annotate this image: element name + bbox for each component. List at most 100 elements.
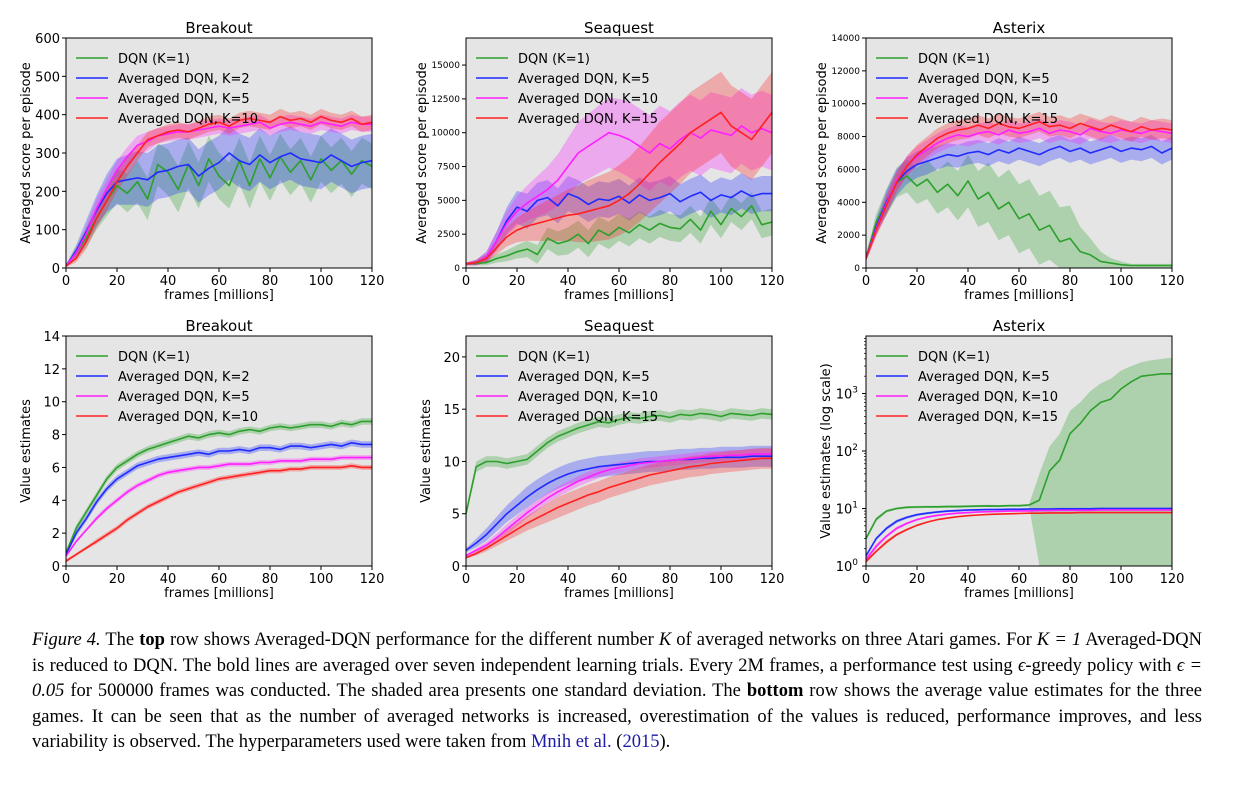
series-line-1 bbox=[466, 190, 772, 265]
y-tick-label: 0 bbox=[454, 264, 460, 274]
legend: DQN (K=1) Averaged DQN, K=5 Averaged DQN, … bbox=[476, 52, 658, 127]
y-axis-label: Value estimates bbox=[19, 399, 34, 503]
y-axis-label: Value estimates (log scale) bbox=[819, 363, 834, 539]
legend-label: Averaged DQN, K=2 bbox=[118, 72, 250, 87]
y-tick-label: 2000 bbox=[837, 231, 860, 241]
std-band-2 bbox=[66, 455, 372, 558]
chart-title: Asterix bbox=[993, 19, 1046, 37]
x-tick-label: 100 bbox=[709, 274, 734, 289]
chart-breakout-score: Breakout 0 20 40 60 80 100 120 frames [millions]… bbox=[19, 19, 384, 303]
series-line-3 bbox=[866, 121, 1172, 259]
series-line-2 bbox=[66, 456, 372, 557]
y-tick-label: 100 bbox=[35, 224, 60, 239]
x-tick-label: 80 bbox=[662, 274, 679, 289]
x-tick-label: 100 bbox=[309, 274, 334, 289]
plot-background bbox=[466, 336, 772, 566]
x-tick-label: 0 bbox=[862, 274, 870, 289]
std-band-0 bbox=[866, 357, 1172, 566]
y-tick-base: 10 bbox=[836, 503, 853, 518]
citation-link[interactable]: Mnih et al. bbox=[530, 732, 612, 752]
y-tick-label: 101 bbox=[836, 501, 858, 518]
std-band-3 bbox=[466, 447, 772, 559]
series-line-0 bbox=[466, 205, 772, 265]
legend-label: DQN (K=1) bbox=[918, 52, 990, 67]
series-line-0 bbox=[66, 156, 372, 267]
caption-bold-bottom: bottom bbox=[746, 681, 804, 701]
series-line-1 bbox=[866, 507, 1172, 557]
x-tick-label: 100 bbox=[1109, 572, 1134, 587]
caption-text: -greedy policy with bbox=[1025, 655, 1177, 676]
y-tick-label: 100 bbox=[836, 558, 859, 575]
x-tick-label: 20 bbox=[909, 274, 926, 289]
series-line-2 bbox=[466, 125, 772, 265]
x-tick-label: 120 bbox=[760, 572, 785, 587]
plot-area bbox=[866, 357, 1172, 566]
std-band-0 bbox=[866, 154, 1172, 268]
legend-label: Averaged DQN, K=5 bbox=[918, 72, 1050, 87]
legend: DQN (K=1) Averaged DQN, K=5 Averaged DQN, … bbox=[476, 350, 658, 425]
y-tick-exponent: 3 bbox=[852, 386, 858, 396]
series-line-3 bbox=[66, 115, 372, 267]
y-tick-label: 400 bbox=[35, 109, 60, 124]
y-tick-label: 2500 bbox=[437, 230, 460, 240]
y-tick-label: 14000 bbox=[831, 34, 860, 44]
x-tick-label: 40 bbox=[160, 274, 177, 289]
series-line-0 bbox=[866, 373, 1172, 539]
legend-label: Averaged DQN, K=5 bbox=[118, 390, 250, 405]
caption-text: for 500000 frames was conducted. The sha… bbox=[64, 681, 747, 701]
caption-text: The bbox=[100, 630, 140, 650]
plot-background bbox=[866, 336, 1172, 566]
x-tick-label: 40 bbox=[160, 572, 177, 587]
legend-label: Averaged DQN, K=5 bbox=[118, 92, 250, 107]
x-tick-label: 100 bbox=[1109, 274, 1134, 289]
std-band-1 bbox=[866, 134, 1172, 262]
plot-background bbox=[866, 38, 1172, 268]
x-axis-label: frames [millions] bbox=[964, 586, 1074, 601]
x-tick-label: 60 bbox=[1011, 572, 1028, 587]
x-tick-label: 80 bbox=[262, 572, 279, 587]
series-line-0 bbox=[66, 420, 372, 554]
y-tick-label: 12000 bbox=[831, 67, 860, 77]
x-tick-label: 40 bbox=[560, 572, 577, 587]
series-line-0 bbox=[466, 412, 772, 514]
chart-seaquest-score: Seaquest 0 20 40 60 80 100 120 frames [millions]… bbox=[415, 19, 784, 303]
legend-label: Averaged DQN, K=10 bbox=[918, 92, 1058, 107]
x-tick-label: 0 bbox=[462, 572, 470, 587]
legend-label: DQN (K=1) bbox=[518, 350, 590, 365]
x-axis-label: frames [millions] bbox=[564, 586, 674, 601]
x-tick-label: 120 bbox=[760, 274, 785, 289]
y-tick-label: 102 bbox=[836, 443, 858, 460]
y-tick-label: 7500 bbox=[437, 163, 460, 173]
legend-label: Averaged DQN, K=15 bbox=[918, 112, 1058, 127]
x-axis-label: frames [millions] bbox=[164, 586, 274, 601]
y-tick-label: 4 bbox=[52, 494, 60, 509]
plot-area bbox=[66, 108, 372, 268]
series-line-3 bbox=[866, 511, 1172, 562]
chart-title: Asterix bbox=[993, 317, 1046, 335]
x-tick-label: 60 bbox=[211, 274, 228, 289]
legend-label: Averaged DQN, K=10 bbox=[518, 390, 658, 405]
y-tick-label: 0 bbox=[854, 264, 860, 274]
x-tick-label: 20 bbox=[109, 274, 126, 289]
y-tick-label: 600 bbox=[35, 32, 60, 47]
x-tick-label: 60 bbox=[611, 274, 628, 289]
legend-label: DQN (K=1) bbox=[118, 52, 190, 67]
y-tick-label: 0 bbox=[52, 560, 60, 575]
y-tick-label: 15000 bbox=[431, 61, 460, 71]
y-axis-label: Value estimates bbox=[419, 399, 434, 503]
citation-year-link[interactable]: 2015 bbox=[622, 732, 660, 752]
y-tick-base: 10 bbox=[836, 560, 853, 575]
chart-title: Seaquest bbox=[584, 19, 654, 37]
caption-text: of averaged networks on three Atari game… bbox=[671, 630, 1037, 650]
x-tick-label: 20 bbox=[509, 274, 526, 289]
std-band-3 bbox=[66, 108, 372, 268]
std-band-0 bbox=[466, 408, 772, 517]
y-tick-base: 10 bbox=[836, 445, 853, 460]
series-line-2 bbox=[866, 127, 1172, 259]
series-line-1 bbox=[866, 145, 1172, 259]
y-tick-label: 15 bbox=[443, 403, 460, 418]
caption-text: Averaged-DQN is reduced to DQN. The bold… bbox=[32, 630, 1202, 676]
y-tick-label: 8000 bbox=[837, 133, 860, 143]
y-tick-label: 0 bbox=[52, 262, 60, 277]
